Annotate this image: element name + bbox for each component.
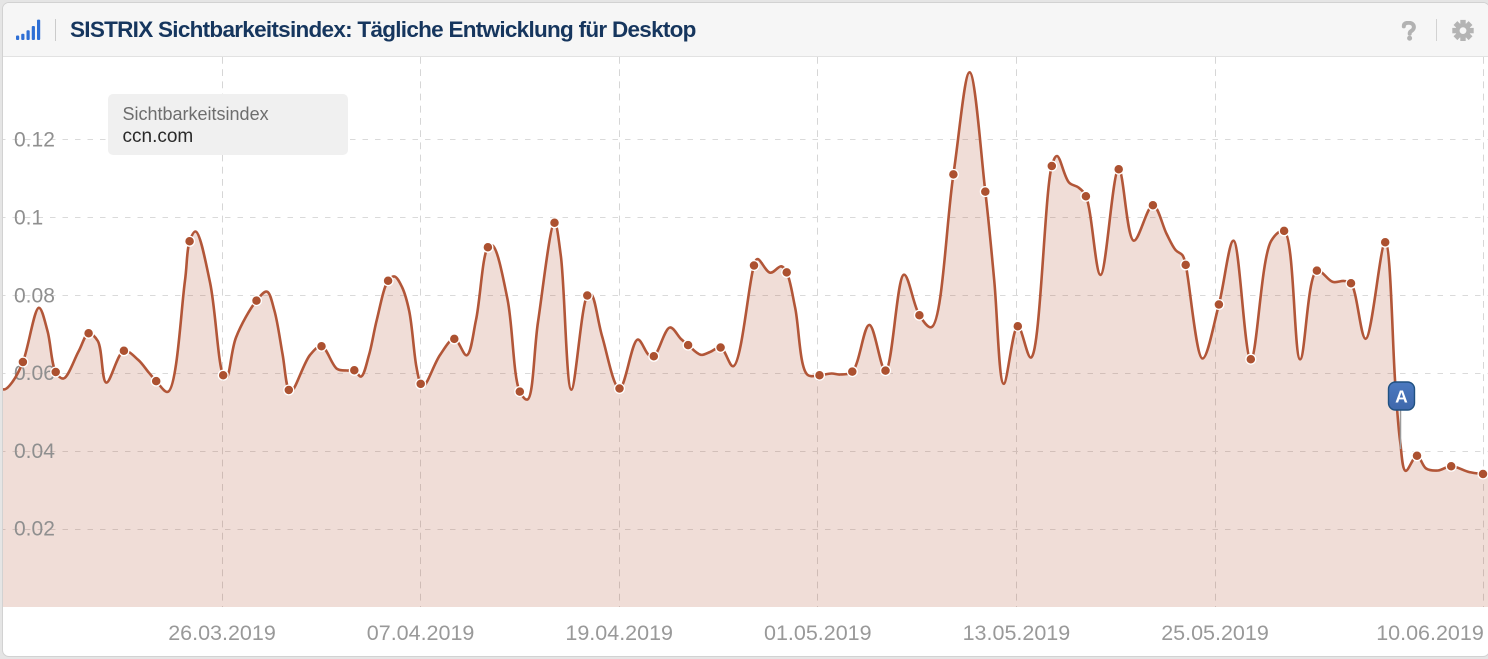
svg-text:13.05.2019: 13.05.2019 bbox=[963, 621, 1071, 645]
svg-text:19.04.2019: 19.04.2019 bbox=[565, 621, 673, 645]
svg-text:07.04.2019: 07.04.2019 bbox=[367, 621, 475, 645]
svg-text:0.06: 0.06 bbox=[14, 362, 55, 385]
svg-text:01.05.2019: 01.05.2019 bbox=[764, 621, 872, 645]
svg-text:25.05.2019: 25.05.2019 bbox=[1161, 621, 1269, 645]
svg-text:10.06.2019: 10.06.2019 bbox=[1376, 621, 1484, 645]
svg-text:0.08: 0.08 bbox=[14, 284, 55, 307]
svg-text:0.02: 0.02 bbox=[14, 518, 55, 541]
svg-text:0.1: 0.1 bbox=[14, 207, 43, 230]
svg-text:0.12: 0.12 bbox=[14, 129, 55, 152]
svg-text:26.03.2019: 26.03.2019 bbox=[168, 621, 276, 645]
svg-text:0.04: 0.04 bbox=[14, 440, 55, 463]
svg-text:A: A bbox=[1395, 387, 1408, 407]
